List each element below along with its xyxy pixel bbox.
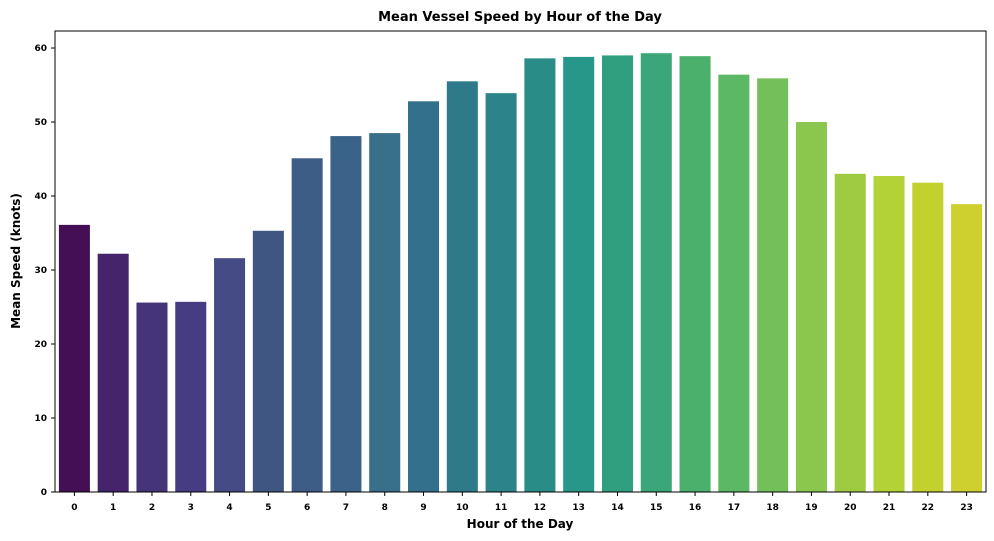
bar-hour-5 [252, 230, 284, 493]
x-tick-label: 6 [304, 503, 310, 513]
bar-hour-20 [834, 173, 866, 493]
x-tick-label: 14 [611, 503, 624, 513]
x-axis-label: Hour of the Day [467, 517, 574, 531]
x-tick-label: 20 [844, 503, 857, 513]
bar-hour-9 [408, 101, 440, 493]
bar-hour-3 [175, 301, 207, 492]
bar-hour-0 [58, 224, 90, 492]
x-tick-label: 2 [149, 503, 155, 513]
bar-hour-8 [369, 133, 401, 492]
bar-hour-7 [330, 136, 362, 492]
x-tick-label: 11 [495, 503, 508, 513]
bar-hour-2 [136, 302, 168, 492]
bar-hour-14 [601, 55, 633, 492]
bar-hour-10 [446, 81, 478, 493]
bar-hour-18 [757, 78, 789, 493]
x-tick-label: 16 [689, 503, 702, 513]
bar-hour-4 [214, 258, 246, 492]
x-tick-label: 22 [922, 503, 935, 513]
y-tick-label: 30 [34, 266, 47, 276]
bar-hour-11 [485, 93, 517, 493]
x-tick-label: 12 [534, 503, 547, 513]
y-tick-label: 10 [34, 414, 47, 424]
x-tick-label: 10 [456, 503, 469, 513]
x-tick-label: 8 [382, 503, 388, 513]
bar-hour-6 [291, 158, 323, 492]
x-tick-label: 23 [960, 503, 973, 513]
x-tick-label: 21 [883, 503, 896, 513]
x-tick-label: 4 [226, 503, 232, 513]
bar-hour-19 [795, 122, 827, 492]
bar-hour-15 [640, 53, 672, 492]
x-tick-label: 17 [728, 503, 741, 513]
chart-title: Mean Vessel Speed by Hour of the Day [378, 10, 662, 25]
x-tick-label: 1 [110, 503, 116, 513]
x-tick-label: 0 [71, 503, 77, 513]
y-tick-label: 0 [41, 488, 47, 498]
y-axis-label: Mean Speed (knots) [9, 193, 23, 329]
y-tick-label: 60 [34, 44, 47, 54]
bar-hour-23 [951, 204, 983, 493]
bar-hour-1 [97, 253, 129, 492]
x-tick-label: 15 [650, 503, 663, 513]
x-tick-label: 3 [188, 503, 194, 513]
x-tick-label: 7 [343, 503, 349, 513]
bar-hour-22 [912, 182, 944, 492]
y-tick-label: 20 [34, 340, 47, 350]
bar-hour-16 [679, 56, 711, 493]
bars-group [58, 53, 983, 493]
x-axis-ticks: 0 1 2 3 4 5 6 7 8 9 10 11 12 13 14 15 16 17 18 19 20 21 22 23 [71, 492, 973, 513]
x-tick-label: 18 [766, 503, 779, 513]
x-tick-label: 5 [265, 503, 271, 513]
bar-hour-12 [524, 58, 556, 492]
bar-hour-21 [873, 176, 905, 493]
x-tick-label: 9 [420, 503, 426, 513]
y-tick-label: 50 [34, 118, 47, 128]
y-tick-label: 40 [34, 192, 47, 202]
x-tick-label: 19 [805, 503, 818, 513]
bar-hour-13 [563, 56, 595, 493]
y-axis-ticks: 0 10 20 30 40 50 60 [34, 44, 55, 498]
x-tick-label: 13 [572, 503, 585, 513]
plot-frame [54, 30, 987, 493]
bar-hour-17 [718, 74, 750, 492]
